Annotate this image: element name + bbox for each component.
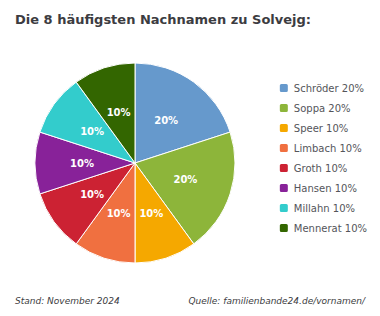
svg-text:Mennerat 10%: Mennerat 10% xyxy=(294,223,367,234)
svg-text:10%: 10% xyxy=(107,208,131,219)
svg-text:10%: 10% xyxy=(139,208,163,219)
svg-text:20%: 20% xyxy=(173,174,197,185)
svg-text:20%: 20% xyxy=(154,115,178,126)
svg-text:Hansen 10%: Hansen 10% xyxy=(294,183,357,194)
svg-text:10%: 10% xyxy=(70,158,94,169)
svg-text:Millahn 10%: Millahn 10% xyxy=(294,203,355,214)
svg-text:Soppa 20%: Soppa 20% xyxy=(294,103,351,114)
svg-text:10%: 10% xyxy=(80,189,104,200)
svg-text:Schröder 20%: Schröder 20% xyxy=(294,83,364,94)
svg-text:Speer 10%: Speer 10% xyxy=(294,123,349,134)
svg-text:10%: 10% xyxy=(80,126,104,137)
svg-text:Limbach 10%: Limbach 10% xyxy=(294,143,362,154)
svg-text:Die 8 häufigsten Nachnamen zu: Die 8 häufigsten Nachnamen zu Solvejg: xyxy=(15,12,311,27)
svg-text:Quelle: familienbande24.de/vor: Quelle: familienbande24.de/vornamen/ xyxy=(188,296,365,306)
svg-text:Groth 10%: Groth 10% xyxy=(294,163,347,174)
svg-text:Stand: November 2024: Stand: November 2024 xyxy=(15,296,120,306)
svg-text:10%: 10% xyxy=(107,107,131,118)
